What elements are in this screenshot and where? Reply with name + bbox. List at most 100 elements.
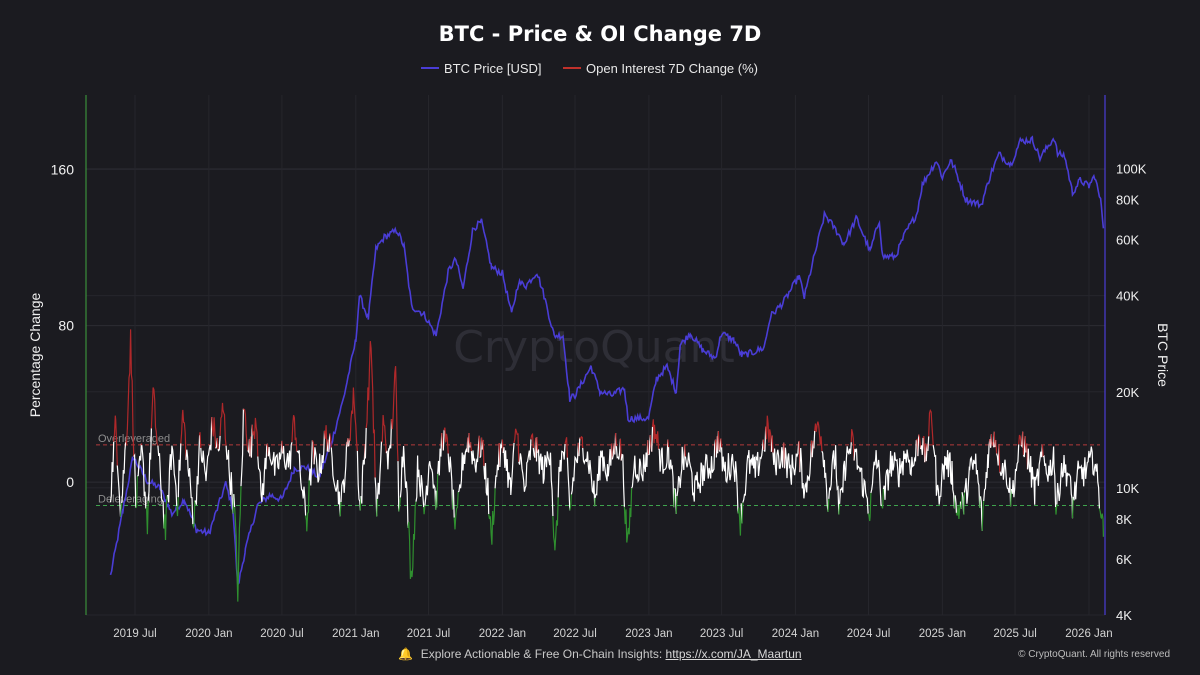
oi-segment-155: [675, 496, 678, 514]
oi-segment-184: [813, 430, 816, 449]
oi-segment-231: [1010, 488, 1013, 507]
oi-segment-56: [328, 433, 331, 452]
oi-segment-230: [999, 459, 1012, 507]
oi-segment-218: [979, 496, 983, 531]
oi-segment-44: [267, 440, 283, 476]
oi-segment-51: [311, 440, 315, 465]
right-tick-label-6: 8K: [1116, 512, 1132, 527]
oi-segment-77: [390, 366, 399, 462]
oi-segment-199: [918, 434, 922, 450]
oi-segment-115: [513, 428, 520, 462]
oi-segment-127: [569, 494, 572, 511]
oi-segment-245: [1071, 496, 1074, 519]
oi-segment-53: [323, 425, 328, 452]
oi-segment-180: [799, 440, 813, 499]
oi-segment-117: [530, 432, 534, 449]
oi-segment-70: [364, 427, 367, 459]
oi-segment-15: [163, 495, 168, 541]
axes: 160 80 0 100K 80K 60K 40K 20K 10K 8K 6K 4K 2019 Jul 2…: [51, 95, 1147, 640]
oi-segment-187: [827, 498, 830, 513]
oi-segment-198: [917, 434, 920, 457]
oi-segment-167: [737, 503, 742, 536]
oi-segment-88: [437, 433, 443, 476]
left-tick-label-0: 160: [51, 161, 75, 177]
oi-segment-66: [356, 450, 361, 511]
oi-segment-102: [470, 435, 480, 473]
oi-segment-236: [1022, 436, 1026, 458]
oi-segment-154: [674, 487, 677, 514]
oi-segment-130: [578, 437, 581, 457]
oi-segment-84: [424, 461, 437, 510]
oi-segment-195: [881, 488, 884, 509]
legend-label-oi: Open Interest 7D Change (%): [586, 61, 758, 76]
oi-segment-140: [615, 438, 621, 460]
oi-segment-22: [194, 435, 201, 505]
oi-segment-157: [684, 444, 686, 457]
oi-segment-1: [113, 415, 118, 466]
oi-segment-108: [483, 462, 490, 515]
oi-segment-94: [452, 489, 455, 518]
left-tick-label-2: 0: [66, 474, 74, 490]
oi-segment-170: [742, 439, 764, 503]
oi-segment-72: [374, 477, 378, 517]
oi-segment-112: [499, 439, 503, 468]
footer-link[interactable]: https://x.com/JA_Maartun: [665, 647, 802, 661]
oi-segment-52: [313, 430, 326, 483]
oi-segment-90: [442, 430, 445, 451]
oi-segment-241: [1041, 444, 1044, 458]
threshold-label-1: Deleveraging: [98, 494, 163, 506]
oi-segment-186: [821, 450, 829, 513]
oi-segment-57: [329, 433, 332, 448]
x-tick-label-6: 2022 Jul: [553, 628, 596, 640]
oi-segment-4: [121, 441, 127, 504]
oi-segment-12: [147, 428, 152, 501]
oi-segment-78: [397, 461, 400, 512]
x-tick-label-13: 2026 Jan: [1065, 628, 1112, 640]
oi-segment-229: [998, 444, 1001, 473]
oi-segment-228: [996, 444, 1000, 466]
oi-segment-41: [251, 417, 259, 457]
btc-price-line: [109, 135, 1105, 587]
oi-segment-144: [631, 440, 649, 489]
right-tick-label-8: 4K: [1116, 608, 1132, 623]
oi-segment-32: [233, 494, 236, 508]
oi-segment-29: [219, 402, 227, 446]
chart-background: [0, 0, 1200, 645]
right-axis-label: BTC Price: [1155, 323, 1171, 387]
oi-segment-110: [494, 442, 500, 489]
x-tick-label-12: 2025 Jul: [993, 628, 1036, 640]
oi-segment-0: [109, 441, 115, 503]
oi-segment-95: [453, 491, 459, 530]
oi-segment-6: [133, 453, 137, 509]
oi-segment-232: [1010, 444, 1020, 498]
oi-segment-60: [340, 442, 348, 503]
oi-segment-148: [651, 426, 654, 452]
oi-segment-142: [620, 453, 625, 507]
right-tick-label-7: 6K: [1116, 552, 1132, 567]
oi-segment-151: [667, 439, 670, 448]
x-tick-label-9: 2024 Jan: [772, 628, 819, 640]
oi-segment-114: [502, 442, 515, 496]
oi-segment-192: [853, 448, 869, 514]
oi-segment-107: [482, 439, 485, 466]
oi-segment-200: [920, 437, 924, 455]
oi-segment-65: [348, 387, 358, 451]
oi-segment-17: [176, 497, 179, 517]
oi-segment-191: [850, 429, 855, 461]
oi-segment-7: [135, 475, 138, 509]
threshold-label-0: Overleveraged: [98, 433, 170, 445]
oi-segment-80: [399, 445, 409, 528]
x-tick-label-4: 2021 Jul: [407, 628, 450, 640]
oi-segment-125: [564, 437, 568, 458]
oi-segment-2: [116, 465, 122, 517]
oi-segment-143: [623, 488, 633, 543]
oi-segment-46: [282, 442, 293, 470]
oi-segment-71: [365, 341, 376, 478]
oi-segment-171: [762, 439, 765, 450]
oi-segment-27: [216, 437, 219, 450]
btc-price-series: [109, 135, 1105, 587]
oi-segment-101: [470, 442, 472, 452]
oi-segment-16: [167, 445, 178, 507]
x-tick-label-1: 2020 Jan: [185, 628, 232, 640]
oi-segment-116: [518, 439, 532, 492]
